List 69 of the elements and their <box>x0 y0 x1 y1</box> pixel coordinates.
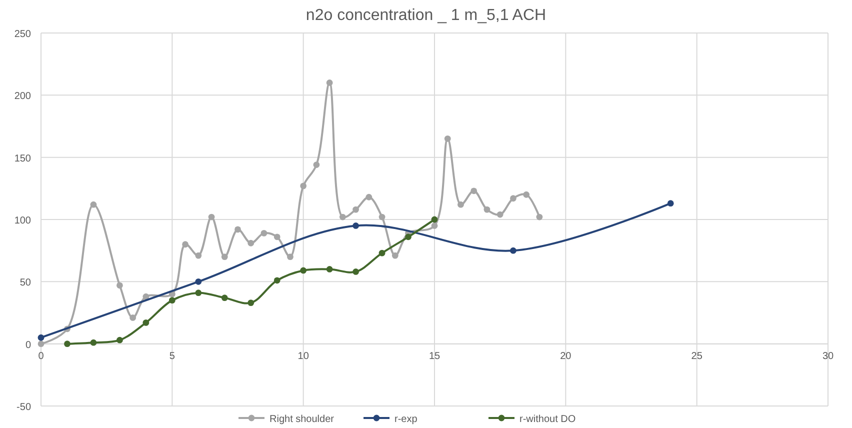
point <box>142 293 150 300</box>
point <box>90 201 97 208</box>
point <box>458 201 464 208</box>
point <box>667 200 674 207</box>
point <box>168 297 176 304</box>
x-tick-label: 5 <box>169 350 176 362</box>
point <box>182 241 188 248</box>
point <box>378 214 386 220</box>
point <box>64 340 70 348</box>
point <box>287 254 294 260</box>
point <box>405 234 412 240</box>
point <box>484 206 490 213</box>
point <box>339 214 346 220</box>
point <box>130 314 136 321</box>
point <box>116 336 123 344</box>
point <box>523 191 530 198</box>
point <box>352 222 359 229</box>
point <box>326 80 333 86</box>
point <box>195 290 202 296</box>
point <box>392 252 398 259</box>
point <box>366 194 372 200</box>
point <box>208 214 215 220</box>
y-tick-label: 200 <box>14 91 32 102</box>
point <box>431 216 438 223</box>
point <box>274 277 280 284</box>
y-tick-label: 50 <box>20 278 32 289</box>
point <box>195 252 202 259</box>
legend-label: Right shoulder <box>270 414 335 425</box>
x-tick-label: 0 <box>38 350 44 362</box>
point <box>300 267 307 274</box>
point <box>234 226 241 233</box>
chart-title: n2o concentration _ 1 m_5,1 ACH <box>306 7 546 24</box>
point <box>248 240 254 246</box>
x-tick-label: 20 <box>560 350 572 362</box>
point <box>352 206 359 213</box>
point <box>510 247 516 254</box>
point <box>352 268 359 275</box>
point <box>300 182 307 190</box>
point <box>274 234 280 240</box>
point <box>496 211 504 218</box>
point <box>510 195 516 202</box>
legend-label: r-exp <box>394 414 418 425</box>
point <box>470 188 478 194</box>
point <box>378 250 386 256</box>
point <box>313 162 320 168</box>
x-tick-label: 10 <box>298 350 310 362</box>
point <box>444 135 451 142</box>
point <box>195 278 202 285</box>
y-tick-label: 0 <box>25 340 32 351</box>
point <box>248 300 254 306</box>
point <box>38 334 44 341</box>
x-tick-label: 30 <box>822 350 834 362</box>
point <box>326 266 333 272</box>
point <box>260 230 268 236</box>
legend-label: r-without DO <box>520 414 576 425</box>
y-tick-label: 150 <box>14 153 32 164</box>
point <box>90 339 97 346</box>
point <box>536 214 543 220</box>
point <box>221 254 228 260</box>
y-tick-label: -50 <box>16 402 32 413</box>
x-tick-label: 15 <box>428 350 440 362</box>
point <box>142 319 150 326</box>
point <box>116 282 123 289</box>
point <box>431 222 438 229</box>
point <box>221 294 228 302</box>
point <box>38 340 44 348</box>
y-tick-label: 100 <box>14 216 32 226</box>
x-tick-label: 25 <box>691 350 703 362</box>
y-tick-label: 250 <box>14 29 32 40</box>
